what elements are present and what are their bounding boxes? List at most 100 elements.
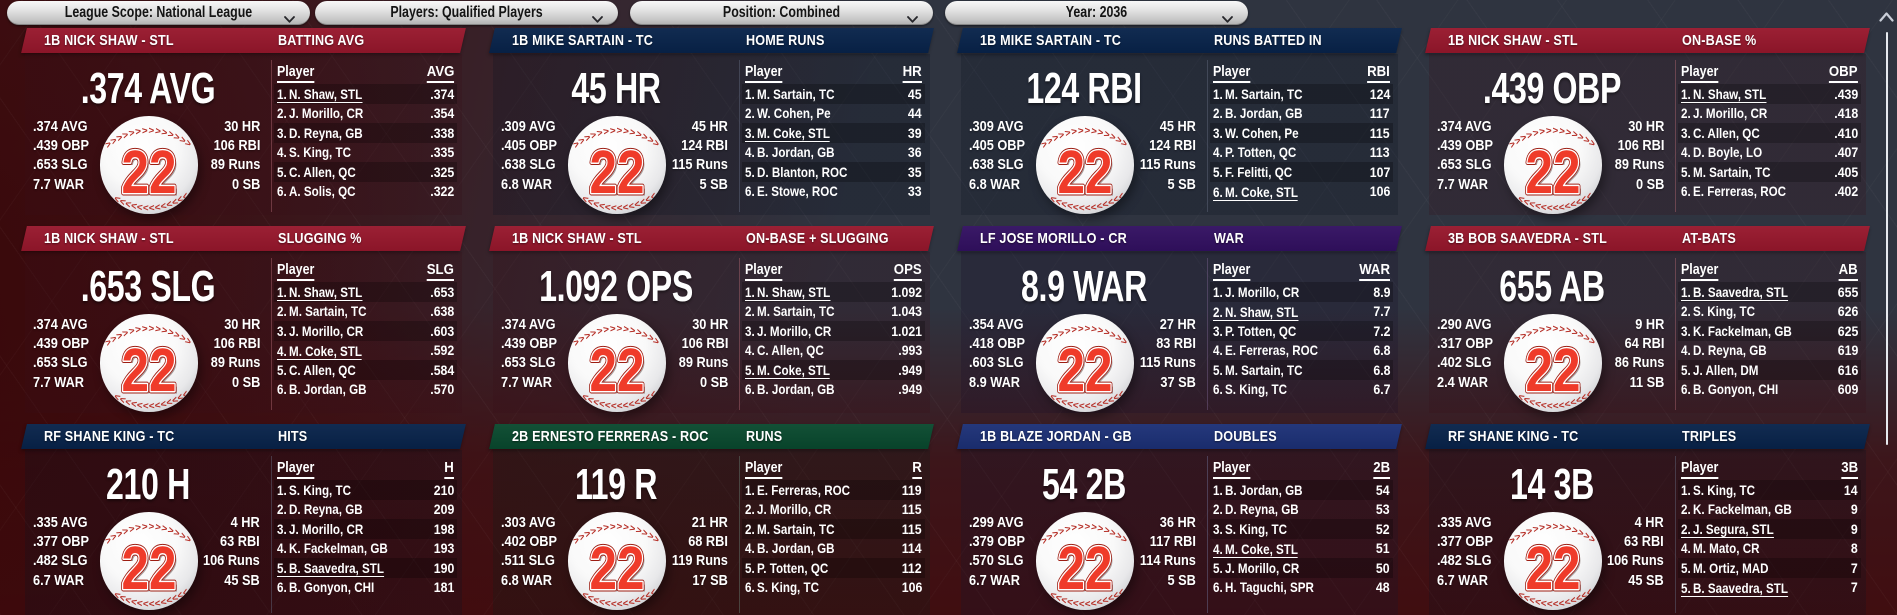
leaderboard-row[interactable]: 6. M. Coke, STL 106 (1210, 182, 1393, 202)
leaderboard-row[interactable]: 2. K. Fackelman, GB 9 (1678, 500, 1861, 520)
stat-line: 45 SB (224, 571, 260, 589)
leaderboard-row[interactable]: 5. F. Felitti, QC 107 (1210, 162, 1393, 182)
panel-leader-name[interactable]: 1B NICK SHAW - STL (512, 230, 642, 247)
leaderboard-row[interactable]: 3. D. Reyna, GB .338 (274, 123, 457, 143)
panel-leader-name[interactable]: 2B ERNESTO FERRERAS - ROC (512, 428, 709, 445)
leaderboard-row[interactable]: 6. A. Solis, QC .322 (274, 182, 457, 202)
leaderboard-row[interactable]: 2. S. King, TC 626 (1678, 302, 1861, 322)
filter-dropdown-position[interactable]: Position: Combined (630, 1, 933, 25)
leaderboard-row[interactable]: 5. M. Ortiz, MAD 7 (1678, 558, 1861, 578)
column-header-player: Player (1213, 459, 1251, 479)
leaderboard-row[interactable]: 1. B. Jordan, GB 54 (1210, 480, 1393, 500)
leaderboard-row[interactable]: 4. D. Boyle, LO .407 (1678, 143, 1861, 163)
leaderboard-row[interactable]: 1. S. King, TC 14 (1678, 480, 1861, 500)
leaderboard-row[interactable]: 5. B. Saavedra, STL 7 (1678, 578, 1861, 598)
leaderboard-row[interactable]: 2. N. Shaw, STL 7.7 (1210, 302, 1393, 322)
leaderboard-row[interactable]: 4. K. Fackelman, GB 193 (274, 539, 457, 559)
leaderboard-row[interactable]: 1. E. Ferreras, ROC 119 (742, 480, 925, 500)
player-name: 3. P. Totten, QC (1213, 322, 1297, 339)
leaderboard-row[interactable]: 2. M. Sartain, TC 1.043 (742, 302, 925, 322)
player-name: 2. D. Reyna, GB (277, 501, 363, 518)
leaderboard-row[interactable]: 4. P. Totten, QC 113 (1210, 143, 1393, 163)
leaderboard-row[interactable]: 5. M. Sartain, TC .405 (1678, 162, 1861, 182)
leaderboard-row[interactable]: 5. M. Coke, STL .949 (742, 360, 925, 380)
panel-leader-name[interactable]: RF SHANE KING - TC (1448, 428, 1579, 445)
leaderboard-row[interactable]: 4. C. Allen, QC .993 (742, 341, 925, 361)
filter-dropdown-league-scope[interactable]: League Scope: National League (7, 1, 310, 25)
leaderboard-row[interactable]: 1. J. Morillo, CR 8.9 (1210, 282, 1393, 302)
panel-leader-name[interactable]: 1B NICK SHAW - STL (1448, 32, 1578, 49)
panel-leader-name[interactable]: 1B MIKE SARTAIN - TC (512, 32, 654, 49)
leaderboard-row[interactable]: 5. J. Allen, DM 616 (1678, 360, 1861, 380)
stat-line: 9 HR (1634, 316, 1664, 333)
leaderboard-row[interactable]: 2. J. Segura, STL 9 (1678, 519, 1861, 539)
leaderboard-row[interactable]: 6. S. King, TC 106 (742, 578, 925, 598)
leaderboard-row[interactable]: 2. D. Reyna, GB 53 (1210, 500, 1393, 520)
leaderboard-row[interactable]: 1. M. Sartain, TC 124 (1210, 84, 1393, 104)
leaderboard-row[interactable]: 1. S. King, TC 210 (274, 480, 457, 500)
leaderboard-row[interactable]: 2. J. Morillo, CR .354 (274, 104, 457, 124)
leaderboard-row[interactable]: 3. P. Totten, QC 7.2 (1210, 321, 1393, 341)
leaderboard-row[interactable]: 2. J. Morillo, CR 115 (742, 500, 925, 520)
filter-dropdown-players[interactable]: Players: Qualified Players (315, 1, 618, 25)
panel-leader-name[interactable]: 1B NICK SHAW - STL (44, 32, 174, 49)
leaderboard-row[interactable]: 2. D. Reyna, GB 209 (274, 500, 457, 520)
leaderboard-row[interactable]: 4. M. Coke, STL 51 (1210, 539, 1393, 559)
leaderboard-row[interactable]: 3. S. King, TC 52 (1210, 519, 1393, 539)
panel-leader-name[interactable]: 3B BOB SAAVEDRA - STL (1448, 230, 1607, 247)
leaderboard-row[interactable]: 6. B. Jordan, GB .570 (274, 380, 457, 400)
leaderboard-row[interactable]: 5. C. Allen, QC .325 (274, 162, 457, 182)
filter-dropdown-year[interactable]: Year: 2036 (945, 1, 1248, 25)
leaderboard-row[interactable]: 4. D. Reyna, GB 619 (1678, 341, 1861, 361)
leaderboard-row[interactable]: 5. P. Totten, QC 112 (742, 558, 925, 578)
leaderboard-row[interactable]: 6. S. King, TC 6.7 (1210, 380, 1393, 400)
leaderboard-row[interactable]: 4. B. Jordan, GB 114 (742, 539, 925, 559)
leaderboard-row[interactable]: 4. E. Ferreras, ROC 6.8 (1210, 341, 1393, 361)
stat-line: .290 AVG (1437, 316, 1492, 333)
leaderboard-row[interactable]: 4. M. Mato, CR 8 (1678, 539, 1861, 559)
leaderboard-row[interactable]: 1. N. Shaw, STL .653 (274, 282, 457, 302)
leaderboard-row[interactable]: 6. E. Stowe, ROC 33 (742, 182, 925, 202)
leaderboard-row[interactable]: 1. M. Sartain, TC 45 (742, 84, 925, 104)
scroll-up-icon[interactable] (1879, 9, 1894, 27)
leaderboard-row[interactable]: 1. N. Shaw, STL 1.092 (742, 282, 925, 302)
leaderboard-row[interactable]: 6. E. Ferreras, ROC .402 (1678, 182, 1861, 202)
leaderboard-row[interactable]: 6. H. Taguchi, SPR 48 (1210, 578, 1393, 598)
leader-panel-rbi: 1B MIKE SARTAIN - TC RUNS BATTED IN 124 RB… (957, 28, 1402, 215)
leaderboard-row[interactable]: 3. K. Fackelman, GB 625 (1678, 321, 1861, 341)
panel-leader-name[interactable]: 1B MIKE SARTAIN - TC (980, 32, 1122, 49)
leaderboard-row[interactable]: 5. D. Blanton, ROC 35 (742, 162, 925, 182)
leaderboard-row[interactable]: 3. C. Allen, QC .410 (1678, 123, 1861, 143)
leaderboard-row[interactable]: 2. B. Jordan, GB 117 (1210, 104, 1393, 124)
leaderboard-row[interactable]: 2. M. Sartain, TC 115 (742, 519, 925, 539)
leaderboard-row[interactable]: 3. M. Coke, STL 39 (742, 123, 925, 143)
leaderboard-row[interactable]: 5. M. Sartain, TC 6.8 (1210, 360, 1393, 380)
leaderboard-row[interactable]: 4. M. Coke, STL .592 (274, 341, 457, 361)
leaderboard-row[interactable]: 2. J. Morillo, CR .418 (1678, 104, 1861, 124)
leaderboard-row[interactable]: 1. N. Shaw, STL .439 (1678, 84, 1861, 104)
leaderboard-row[interactable]: 2. M. Sartain, TC .638 (274, 302, 457, 322)
leaderboard-row[interactable]: 4. B. Jordan, GB 36 (742, 143, 925, 163)
panel-leader-name[interactable]: 1B BLAZE JORDAN - GB (980, 428, 1132, 445)
panel-leader-name[interactable]: RF SHANE KING - TC (44, 428, 175, 445)
scrollbar (1877, 0, 1897, 615)
leaderboard-row[interactable]: 5. C. Allen, QC .584 (274, 360, 457, 380)
panel-leader-name[interactable]: 1B NICK SHAW - STL (44, 230, 174, 247)
leaderboard-row[interactable]: 6. B. Jordan, GB .949 (742, 380, 925, 400)
leaderboard-row[interactable]: 6. B. Gonyon, CHI 609 (1678, 380, 1861, 400)
leaderboard-row[interactable]: 3. W. Cohen, Pe 115 (1210, 123, 1393, 143)
panel-body: 14 3B>>>>>>>>>>>>>>><<<<<<<<<<<<<2222222… (1429, 450, 1866, 615)
leaderboard-row[interactable]: 1. N. Shaw, STL .374 (274, 84, 457, 104)
stat-line: .335 AVG (33, 514, 88, 531)
leaderboard-row[interactable]: 3. J. Morillo, CR 198 (274, 519, 457, 539)
leaderboard-row[interactable]: 3. J. Morillo, CR 1.021 (742, 321, 925, 341)
leaderboard-row[interactable]: 1. B. Saavedra, STL 655 (1678, 282, 1861, 302)
leaderboard-row[interactable]: 3. J. Morillo, CR .603 (274, 321, 457, 341)
leaderboard-row[interactable]: 2. W. Cohen, Pe 44 (742, 104, 925, 124)
leaderboard-row[interactable]: 6. B. Gonyon, CHI 181 (274, 578, 457, 598)
leaderboard-row[interactable]: 5. J. Morillo, CR 50 (1210, 558, 1393, 578)
panel-leader-name[interactable]: LF JOSE MORILLO - CR (980, 230, 1127, 247)
leaderboard-row[interactable]: 5. B. Saavedra, STL 190 (274, 558, 457, 578)
scrollbar-track[interactable] (1886, 32, 1888, 445)
leaderboard-row[interactable]: 4. S. King, TC .335 (274, 143, 457, 163)
